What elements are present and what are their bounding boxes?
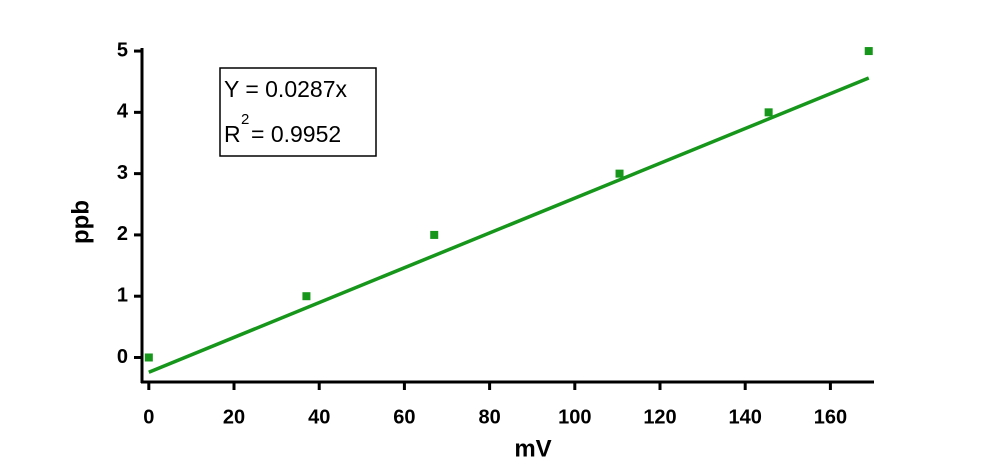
y-axis-title: ppb <box>67 200 94 244</box>
r2-sup: 2 <box>241 111 249 128</box>
x-tick-label: 160 <box>814 406 847 428</box>
x-axis-title: mV <box>514 435 551 462</box>
x-tick-label: 80 <box>478 406 500 428</box>
r2-value: = 0.9952 <box>251 121 341 147</box>
data-point <box>864 47 873 56</box>
x-tick-label: 140 <box>729 406 762 428</box>
r2-base: R <box>224 121 241 147</box>
x-tick-label: 40 <box>308 406 330 428</box>
y-tick-label: 0 <box>117 346 128 368</box>
x-tick-label: 0 <box>143 406 154 428</box>
x-tick-label: 120 <box>643 406 676 428</box>
data-point <box>764 108 773 117</box>
x-tick-label: 60 <box>393 406 415 428</box>
y-tick-label: 4 <box>117 101 129 123</box>
data-point <box>430 230 439 239</box>
data-point <box>144 353 153 362</box>
data-point <box>302 292 311 301</box>
annotation-box <box>219 67 377 157</box>
x-tick-label: 20 <box>223 406 245 428</box>
y-tick-label: 5 <box>117 39 128 61</box>
y-tick-label: 1 <box>117 284 128 306</box>
data-point <box>615 169 624 178</box>
y-tick-label: 2 <box>117 223 128 245</box>
y-tick-label: 3 <box>117 162 128 184</box>
equation: Y = 0.0287x <box>224 76 347 102</box>
fit-line <box>148 76 870 374</box>
x-tick-label: 100 <box>558 406 591 428</box>
